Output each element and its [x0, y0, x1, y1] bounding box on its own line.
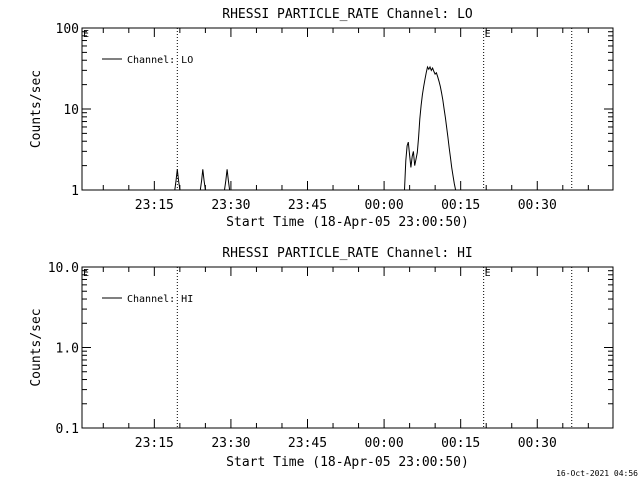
series-line: [82, 65, 459, 191]
corner-label: E: [83, 268, 89, 279]
chart-title: RHESSI PARTICLE_RATE Channel: HI: [222, 246, 472, 261]
event-marker-label: E: [485, 268, 491, 279]
y-tick-label: 100: [56, 22, 79, 37]
y-tick-label: 1: [71, 184, 79, 199]
chart-title: RHESSI PARTICLE_RATE Channel: LO: [222, 7, 473, 22]
x-tick-label: 23:15: [135, 436, 174, 451]
x-tick-label: 23:45: [288, 198, 327, 213]
y-axis-label: Counts/sec: [29, 308, 44, 386]
y-tick-label: 1.0: [56, 342, 79, 357]
x-tick-label: 23:45: [288, 436, 327, 451]
x-axis-label: Start Time (18-Apr-05 23:00:50): [226, 215, 469, 230]
x-tick-label: 23:30: [211, 436, 250, 451]
corner-label: E: [83, 29, 89, 40]
chart-panel-hi: RHESSI PARTICLE_RATE Channel: HI 0.1 1.0 10…: [29, 246, 614, 470]
y-tick-label: 0.1: [56, 422, 79, 437]
x-tick-label: 00:00: [365, 436, 404, 451]
x-tick-label: 00:15: [441, 436, 480, 451]
legend-label: Channel: LO: [127, 55, 193, 66]
x-axis-label: Start Time (18-Apr-05 23:00:50): [226, 455, 469, 470]
chart-panel-lo: RHESSI PARTICLE_RATE Channel: LO 1 10 100 23…: [29, 7, 614, 230]
plot-frame: [81, 27, 614, 191]
event-marker-label: E: [485, 29, 491, 40]
x-tick-label: 23:30: [211, 198, 250, 213]
x-tick-label: 00:00: [365, 198, 404, 213]
plot-frame: [81, 266, 614, 429]
x-tick-label: 00:30: [518, 436, 557, 451]
y-tick-label: 10: [63, 103, 79, 118]
footer-timestamp: 16-Oct-2021 04:56: [556, 469, 638, 478]
x-tick-label: 00:30: [518, 198, 557, 213]
x-tick-label: 00:15: [441, 198, 480, 213]
x-tick-label: 23:15: [135, 198, 174, 213]
y-axis-label: Counts/sec: [29, 70, 44, 148]
legend-label: Channel: HI: [127, 294, 193, 305]
y-tick-label: 10.0: [48, 261, 79, 276]
